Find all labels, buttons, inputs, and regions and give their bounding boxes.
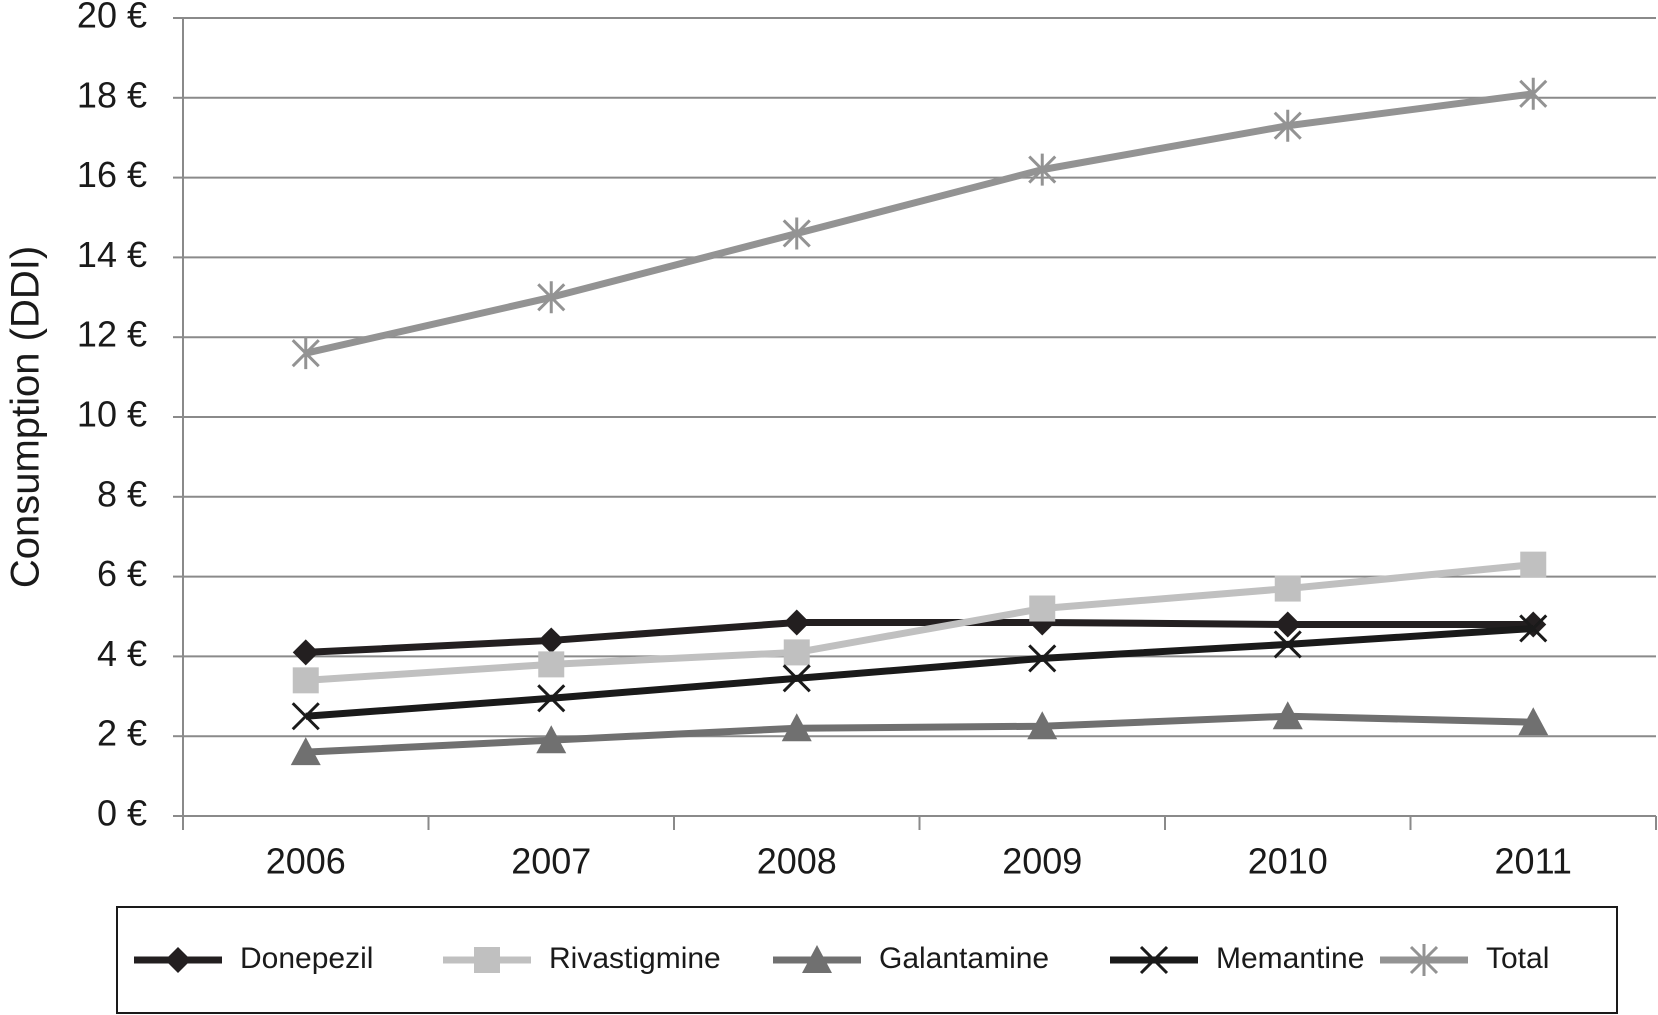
y-tick-label: 2 €: [97, 713, 147, 754]
legend-label: Memantine: [1216, 942, 1364, 975]
x-tick-label: 2006: [266, 841, 346, 882]
series-line: [304, 90, 1534, 357]
marker: [538, 627, 565, 654]
x-tick-label: 2009: [1002, 841, 1082, 882]
marker: [1274, 575, 1301, 602]
legend-label: Galantamine: [879, 942, 1049, 975]
marker: [292, 639, 319, 666]
y-tick-label: 20 €: [77, 0, 147, 36]
marker: [783, 639, 810, 666]
marker: [1520, 551, 1547, 578]
marker: [537, 684, 566, 713]
y-tick-label: 10 €: [77, 394, 147, 435]
marker: [1139, 945, 1169, 975]
legend-label: Rivastigmine: [549, 942, 721, 975]
marker: [1274, 611, 1301, 638]
legend-box: [116, 906, 1618, 1014]
x-tick-label: 2011: [1495, 841, 1572, 882]
marker: [291, 702, 320, 731]
marker: [782, 664, 811, 693]
marker: [781, 713, 812, 742]
marker: [165, 947, 191, 973]
marker: [1409, 944, 1439, 976]
y-tick-label: 4 €: [97, 633, 147, 674]
y-tick-label: 0 €: [97, 793, 147, 834]
marker: [292, 667, 319, 694]
marker: [1520, 611, 1547, 638]
marker: [474, 947, 500, 973]
marker: [291, 337, 320, 370]
y-tick-label: 14 €: [77, 234, 147, 275]
marker: [802, 945, 832, 973]
marker: [536, 725, 567, 754]
legend-label: Total: [1486, 942, 1549, 975]
marker: [1028, 644, 1057, 673]
marker: [290, 737, 321, 766]
legend-label: Donepezil: [240, 942, 373, 975]
y-tick-label: 12 €: [77, 314, 147, 355]
y-tick-label: 8 €: [97, 473, 147, 514]
marker: [537, 281, 566, 314]
y-tick-label: 6 €: [97, 553, 147, 594]
marker: [1272, 701, 1303, 730]
marker: [1029, 595, 1056, 622]
series-line: [305, 624, 1534, 720]
series-line: [305, 618, 1534, 656]
marker: [783, 609, 810, 636]
x-tick-label: 2008: [757, 841, 837, 882]
marker: [782, 217, 811, 250]
series-line: [305, 561, 1534, 684]
x-tick-label: 2007: [511, 841, 591, 882]
marker: [1028, 153, 1057, 186]
marker: [1273, 630, 1302, 659]
marker: [538, 651, 565, 678]
y-axis-label: Consumption (DDI): [4, 246, 48, 588]
marker: [1273, 109, 1302, 142]
x-tick-label: 2010: [1248, 841, 1328, 882]
marker: [1027, 711, 1058, 740]
y-tick-label: 18 €: [77, 74, 147, 115]
y-tick-label: 16 €: [77, 154, 147, 195]
marker: [1518, 707, 1549, 736]
marker: [1519, 77, 1548, 110]
marker: [1519, 614, 1548, 643]
series-line: [305, 712, 1534, 756]
